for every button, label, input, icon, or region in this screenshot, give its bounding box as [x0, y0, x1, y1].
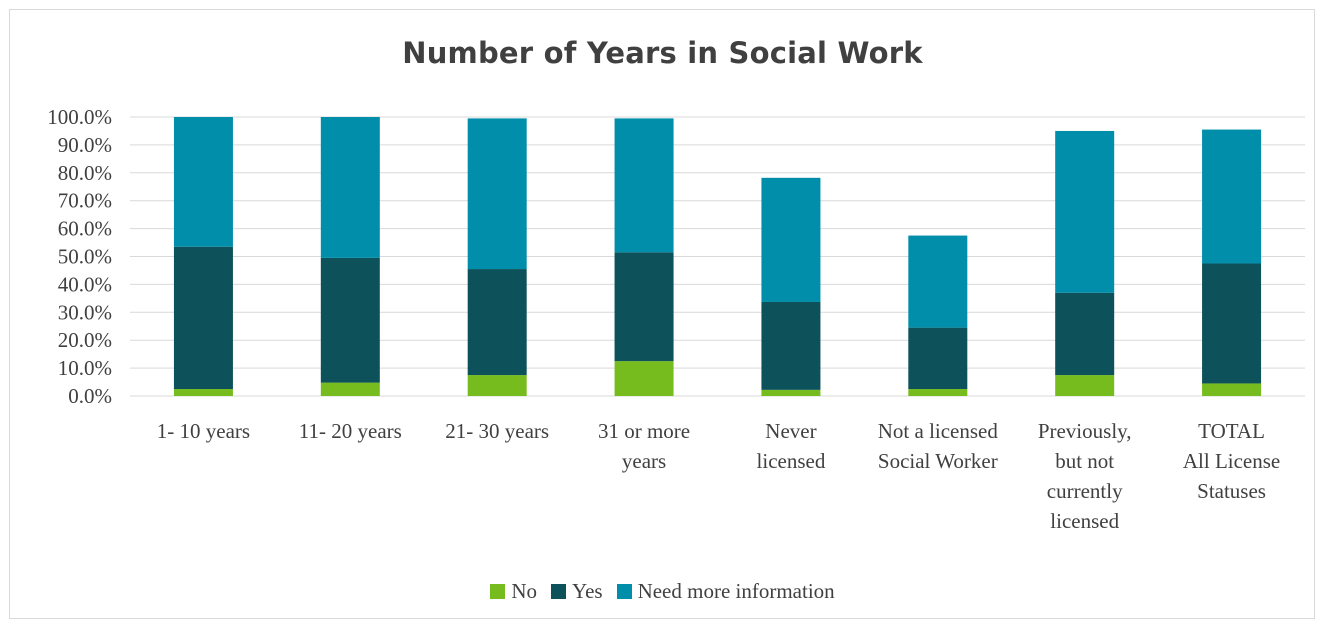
bar-segment — [614, 118, 674, 253]
x-category-label: but not — [1055, 449, 1114, 473]
x-category-label: TOTAL — [1198, 419, 1265, 443]
bar-segment — [467, 269, 527, 376]
bar-segment — [761, 389, 821, 396]
y-tick-label: 60.0% — [58, 217, 112, 241]
bar-segment — [320, 117, 380, 258]
x-category-label: 21- 30 years — [445, 419, 549, 443]
legend-swatch — [551, 583, 566, 599]
bar-segment — [908, 235, 968, 328]
bar-segment — [1202, 383, 1262, 396]
bar-segment — [1055, 292, 1115, 376]
y-tick-label: 70.0% — [58, 189, 112, 213]
bar-segment — [614, 252, 674, 362]
legend-label: Need more information — [637, 578, 835, 603]
x-category-label: Statuses — [1197, 479, 1266, 503]
x-category-label: Not a licensed — [878, 419, 999, 443]
bar-segment — [1202, 263, 1262, 384]
y-tick-label: 10.0% — [58, 356, 112, 380]
y-tick-label: 100.0% — [47, 105, 112, 129]
y-tick-label: 90.0% — [58, 133, 112, 157]
bar-segment — [761, 301, 821, 390]
x-category-label: Never — [765, 419, 816, 443]
bar-segment — [761, 177, 821, 302]
bar-segment — [614, 361, 674, 396]
y-tick-label: 80.0% — [58, 161, 112, 185]
legend-swatch — [616, 583, 632, 599]
bar-segment — [1202, 129, 1262, 264]
y-tick-label: 20.0% — [58, 328, 112, 352]
bar-segment — [173, 246, 233, 390]
legend-item: Yes — [551, 579, 603, 604]
y-tick-label: 0.0% — [68, 384, 112, 408]
y-tick-label: 50.0% — [58, 245, 112, 269]
y-tick-label: 40.0% — [58, 272, 112, 296]
bar-segment — [1055, 375, 1115, 396]
y-tick-label: 30.0% — [58, 300, 112, 324]
legend-item: Need more information — [616, 578, 835, 604]
x-category-label: currently — [1047, 479, 1123, 503]
chart-legend: No Yes Need more information — [0, 577, 1325, 604]
chart-title: Number of Years in Social Work — [402, 36, 923, 70]
x-category-label: 11- 20 years — [299, 419, 402, 443]
legend-swatch — [490, 583, 506, 599]
bar-segment — [173, 389, 233, 396]
bar-segment — [908, 389, 968, 396]
legend-label: No — [511, 578, 537, 603]
x-category-label: Previously, — [1038, 419, 1132, 443]
bar-segment — [1055, 130, 1115, 293]
bar-segment — [320, 257, 380, 383]
bar-segment — [908, 327, 968, 390]
bar-segment — [467, 118, 527, 270]
x-category-label: Social Worker — [878, 449, 998, 473]
bar-segment — [320, 382, 380, 396]
x-category-label: licensed — [1050, 509, 1119, 533]
x-category-label: All License — [1183, 449, 1280, 473]
bar-segment — [467, 375, 527, 396]
legend-item: No — [490, 579, 537, 604]
x-category-label: licensed — [757, 449, 826, 473]
bar-segment — [173, 117, 233, 247]
legend-label: Yes — [572, 578, 603, 603]
x-category-label: 1- 10 years — [157, 419, 250, 443]
x-category-label: 31 or more — [598, 419, 690, 443]
x-category-label: years — [622, 449, 666, 473]
